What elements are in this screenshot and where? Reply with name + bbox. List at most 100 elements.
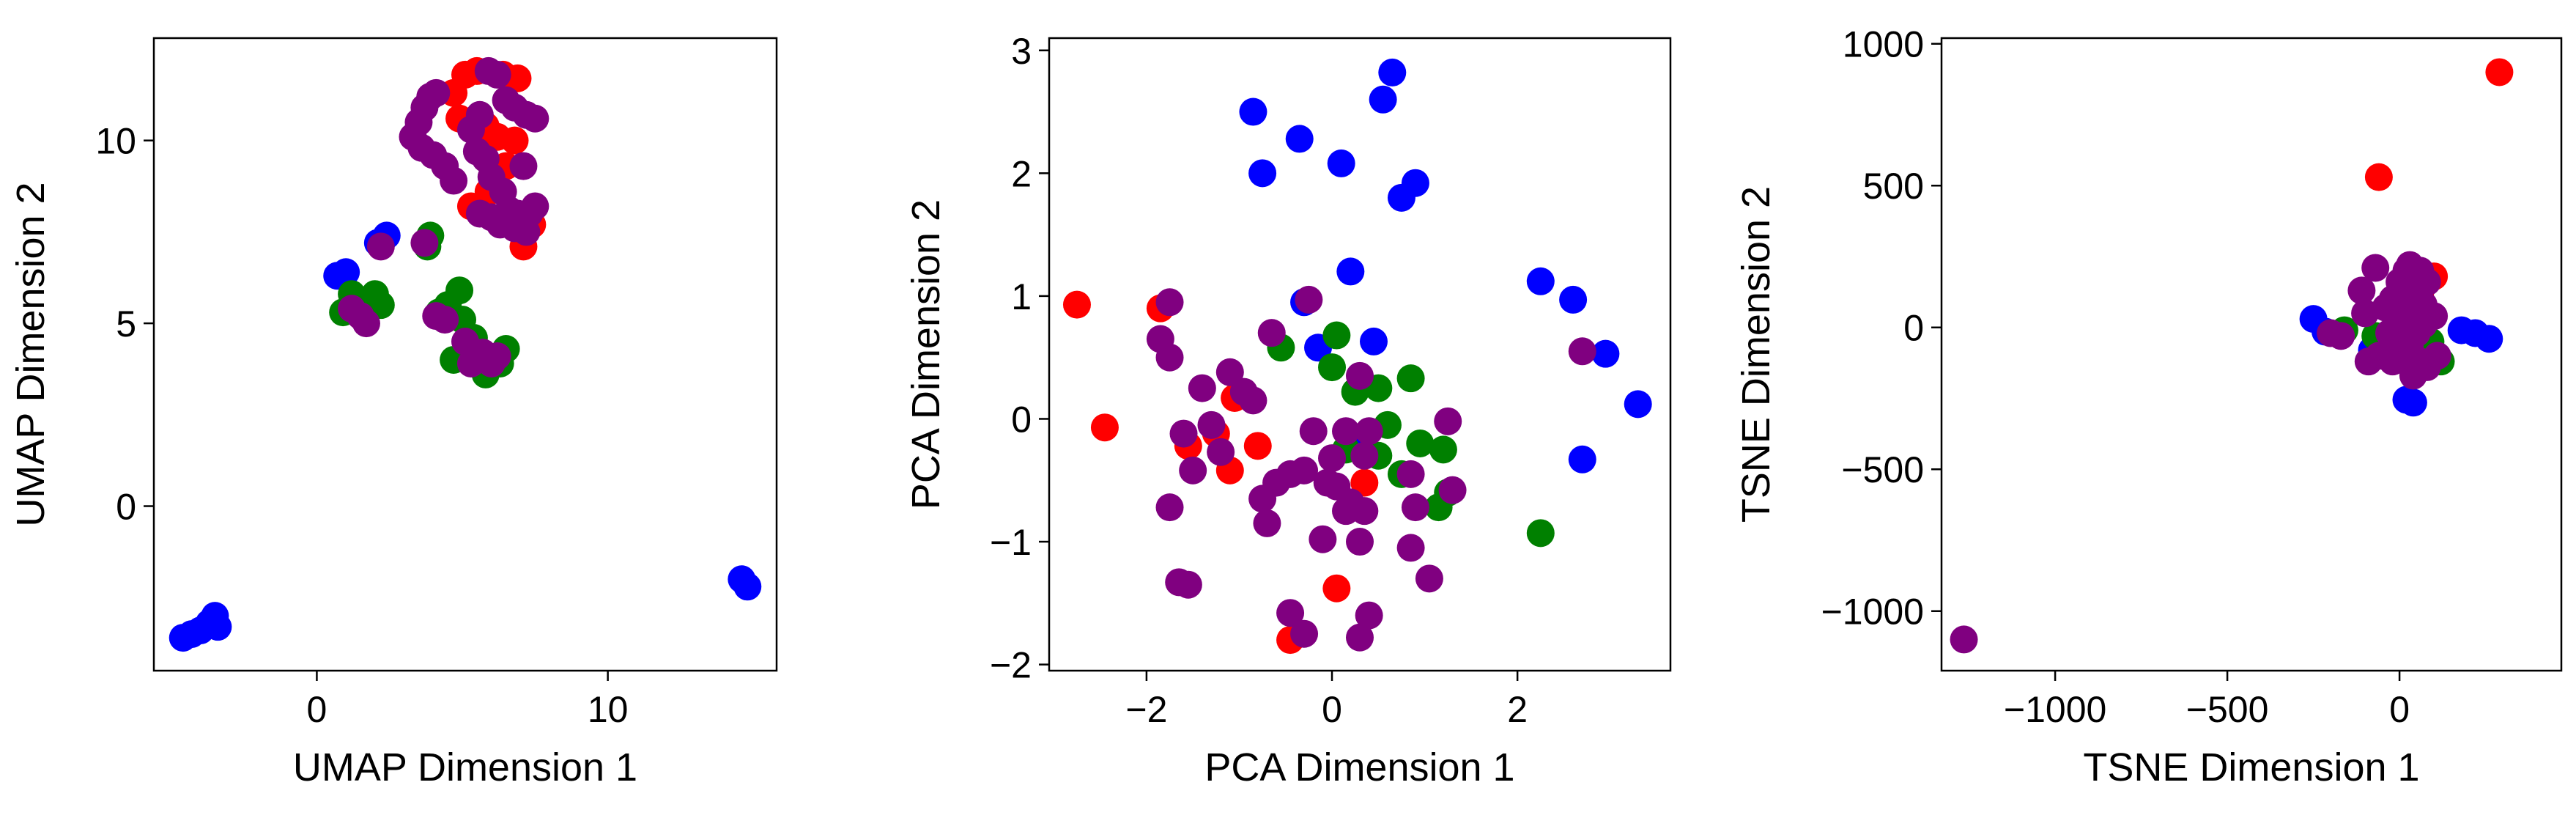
pca-point-s1-8 — [1429, 435, 1457, 464]
pca-point-s3-38 — [1434, 407, 1462, 435]
umap-axes-frame — [152, 37, 778, 672]
umap-point-s3-10 — [465, 100, 494, 129]
pca-point-s0-4 — [1369, 85, 1397, 114]
tsne-x-tick-label: −500 — [2186, 689, 2269, 730]
pca-point-s3-31 — [1309, 525, 1337, 553]
pca-point-s3-4 — [1188, 374, 1216, 402]
umap-x-tick-label: 10 — [588, 689, 629, 730]
tsne-y-tick-label: 500 — [1863, 166, 1924, 207]
tsne-x-tick-label: 0 — [2389, 689, 2410, 730]
pca-point-s1-7 — [1406, 429, 1435, 457]
pca-point-s3-30 — [1174, 570, 1202, 599]
pca-point-s3-2 — [1155, 343, 1184, 372]
tsne-point-s1-6 — [2475, 325, 2503, 353]
pca-point-s3-41 — [1290, 619, 1319, 648]
pca-panel: −2 0 2 −2 −1 0 1 2 3 PCA Dimension 1 PCA Dimensi… — [904, 31, 1672, 789]
pca-point-s3-26 — [1248, 484, 1277, 513]
umap-point-s3-35 — [352, 309, 380, 338]
pca-point-s3-13 — [1207, 438, 1235, 466]
pca-point-s3-16 — [1290, 456, 1319, 484]
umap-point-s0-7 — [332, 258, 360, 287]
umap-y-tick-label: 10 — [95, 121, 136, 162]
umap-point-s3-24 — [521, 192, 549, 221]
pca-point-s0-14 — [1591, 339, 1620, 368]
umap-x-axis-label: UMAP Dimension 1 — [293, 745, 637, 789]
pca-x-axis-label: PCA Dimension 1 — [1204, 745, 1514, 789]
tsne-axes-frame — [1940, 37, 2563, 672]
pca-point-s0-5 — [1378, 58, 1407, 86]
tsne-x-tick-label: −1000 — [2004, 689, 2106, 730]
pca-point-s0-1 — [1248, 159, 1277, 188]
tsne-y-tick-label: 1000 — [1843, 24, 1924, 65]
umap-point-s3-25 — [509, 152, 538, 180]
pca-point-s3-34 — [1322, 472, 1351, 501]
pca-point-s3-44 — [1568, 337, 1596, 366]
pca-point-s0-11 — [1359, 327, 1388, 355]
umap-x-tick-label: 0 — [307, 689, 327, 730]
tsne-y-tick-label: 0 — [1903, 308, 1924, 349]
tsne-point-s1-3 — [2392, 386, 2421, 414]
pca-point-s2-1 — [1090, 413, 1119, 442]
pca-y-tick-label: −1 — [990, 522, 1032, 563]
pca-point-s2-0 — [1062, 290, 1091, 319]
umap-point-s3-12 — [483, 60, 511, 89]
pca-point-s3-0 — [1155, 288, 1184, 317]
pca-point-s1-13 — [1526, 519, 1555, 548]
umap-point-s3-16 — [521, 104, 549, 133]
pca-point-s3-12 — [1197, 410, 1226, 439]
tsne-point-s3-27 — [2423, 342, 2451, 370]
pca-y-tick-label: −2 — [990, 645, 1032, 686]
pca-point-s0-2 — [1285, 125, 1314, 153]
umap-y-axis-label: UMAP Dimension 2 — [9, 182, 53, 526]
pca-y-tick-label: 0 — [1011, 399, 1032, 440]
pca-point-s3-39 — [1438, 476, 1467, 504]
umap-point-s3-4 — [422, 78, 451, 107]
tsne-point-s3-29 — [2386, 310, 2414, 339]
pca-point-s3-42 — [1346, 623, 1374, 652]
pca-point-s3-17 — [1299, 417, 1328, 446]
umap-y-tick-label: 5 — [116, 303, 136, 344]
umap-point-s3-30 — [512, 218, 541, 246]
pca-point-s3-28 — [1155, 493, 1184, 522]
tsne-x-axis-label: TSNE Dimension 1 — [2083, 745, 2419, 789]
pca-point-s2-8 — [1322, 574, 1351, 603]
pca-point-s3-19 — [1332, 417, 1361, 446]
pca-point-s3-8 — [1295, 285, 1323, 314]
pca-point-s3-25 — [1350, 497, 1379, 526]
umap-panel: 0 10 0 5 10 UMAP Dimension 1 UMAP Dimension … — [9, 37, 778, 789]
pca-point-s3-33 — [1396, 534, 1425, 562]
pca-y-tick-label: 2 — [1011, 153, 1032, 194]
tsne-point-s3-26 — [2399, 361, 2427, 390]
umap-point-s3-31 — [410, 229, 439, 257]
umap-y-tick-label: 0 — [116, 487, 136, 528]
pca-point-s1-1 — [1322, 321, 1351, 350]
pca-point-s3-36 — [1401, 493, 1429, 522]
tsne-point-s3-28 — [2410, 310, 2438, 339]
pca-point-s3-9 — [1346, 361, 1374, 390]
pca-point-s3-21 — [1355, 417, 1383, 446]
tsne-point-s3-3 — [2347, 276, 2376, 305]
pca-x-tick-label: 0 — [1322, 689, 1342, 730]
umap-point-s3-43 — [456, 349, 485, 377]
umap-point-s1-8 — [445, 276, 474, 305]
tsne-y-axis-label: TSNE Dimension 2 — [1734, 186, 1778, 523]
pca-point-s0-8 — [1336, 257, 1365, 286]
pca-point-s2-4 — [1243, 432, 1272, 460]
umap-point-s0-5 — [204, 613, 232, 641]
umap-point-s3-32 — [366, 232, 395, 261]
pca-point-s3-43 — [1355, 601, 1383, 630]
pca-point-s3-35 — [1396, 460, 1425, 488]
pca-point-s3-20 — [1350, 441, 1379, 470]
umap-point-s0-11 — [733, 572, 762, 601]
pca-point-s3-3 — [1215, 358, 1244, 386]
tsne-y-tick-label: −1000 — [1821, 592, 1924, 633]
tsne-point-s0-0 — [2485, 58, 2514, 86]
tsne-point-s3-12 — [2413, 268, 2441, 296]
umap-point-s2-8 — [500, 126, 529, 155]
pca-point-s3-18 — [1318, 444, 1347, 473]
tsne-point-s3-0 — [1950, 625, 1978, 654]
pca-point-s3-11 — [1179, 456, 1207, 484]
pca-point-s0-7 — [1387, 183, 1415, 212]
umap-point-s3-37 — [431, 306, 459, 334]
